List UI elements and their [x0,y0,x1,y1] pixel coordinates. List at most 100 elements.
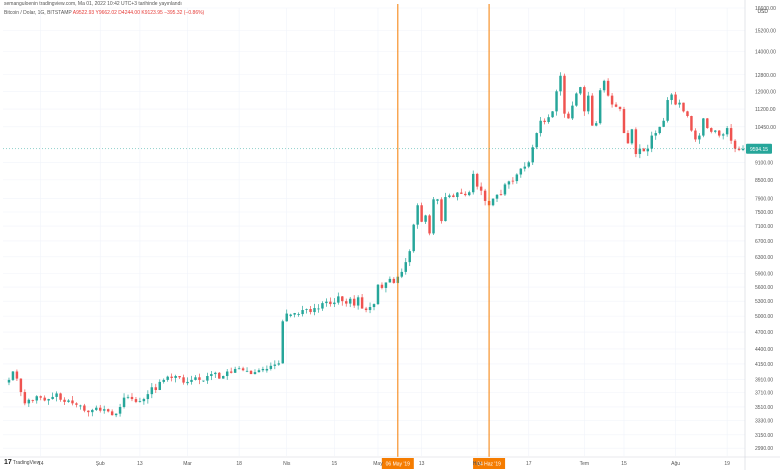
candle-body [170,376,173,378]
symbol-name: Bitcoin / Dolar, 1G, BITSTAMP [4,10,72,16]
candle-body [309,309,312,313]
x-tick-label: 18 [236,461,242,467]
candle-body [198,377,201,380]
candle-body [503,184,507,195]
candle-body [301,310,304,315]
candles [7,72,745,418]
y-tick-label: 6300.00 [755,255,773,261]
candle-body [479,186,483,191]
candle-body [614,104,618,107]
candle-body [206,376,209,381]
candle-body [277,363,281,365]
candle-body [507,181,511,185]
y-tick-label: 4400.00 [755,347,773,353]
candle-body [587,95,590,112]
candle-body [222,376,225,379]
candle-body [257,370,261,373]
candle-body [400,271,404,277]
candle-body [79,405,82,407]
candle-body [460,192,463,194]
candle-body [408,251,411,263]
date-markers: 06 May '19 04 Haz '19 [381,4,506,469]
candle-body [380,284,384,288]
candle-body [563,75,566,114]
y-tick-label: 10450.00 [755,125,776,131]
candle-body [261,368,265,371]
y-tick-label: 2990.00 [755,446,773,452]
y-tick-label: 3710.00 [755,391,773,397]
candle-body [654,133,657,136]
candle-body [690,116,693,131]
candle-body [392,278,396,283]
candle-body [110,411,114,416]
y-tick-label: 15200.00 [755,29,776,35]
x-tick-label: Tem [580,461,589,467]
ohlc-low: D4244.00 [118,10,140,16]
candle-body [202,380,205,382]
candle-body [384,282,388,288]
candle-body [146,394,150,400]
candle-body [591,95,594,126]
candle-body [424,215,427,222]
candle-body [511,180,515,182]
candle-body [368,307,372,311]
candle-body [483,190,487,201]
x-tick-label: Şub [96,461,105,467]
candle-body [225,371,229,377]
candle-body [436,199,439,201]
candle-body [567,113,570,119]
candle-body [47,399,50,401]
x-tick-label: 13 [137,461,143,467]
candle-body [130,396,134,400]
last-price-tag [746,143,772,154]
x-tick-label: May [373,461,383,467]
candle-body [495,194,499,199]
candle-body [428,215,431,234]
candle-body [464,193,467,196]
candle-body [31,399,35,401]
candle-body [289,314,292,316]
y-tick-label: 5300.00 [755,299,773,305]
candle-body [154,387,158,390]
candle-body [515,174,519,182]
candle-body [210,374,213,377]
candle-body [63,399,66,402]
candle-body [499,194,503,196]
candle-body [281,321,284,364]
candle-body [579,87,582,94]
candle-body [313,308,316,313]
candle-body [118,406,122,414]
y-tick-label: 4150.00 [755,362,773,368]
candle-body [404,262,407,272]
tradingview-logo: 17 TradingView [4,459,40,466]
candle-body [23,392,27,404]
grid-lines [3,7,745,456]
candle-body [162,379,165,382]
y-tick-label: 3910.00 [755,377,773,383]
candle-body [364,308,368,311]
y-tick-label: 4700.00 [755,330,773,336]
candle-body [741,148,745,150]
x-tick-label: Nis [283,461,291,467]
candle-body [519,168,523,175]
candle-body [83,405,86,411]
ohlc-close: K9123.95 [141,10,163,16]
candle-body [416,205,419,225]
last-price-label: 9594.15 [750,147,768,153]
candle-body [523,166,527,169]
candle-body [527,162,530,167]
date-marker-tag [473,458,506,469]
candle-body [317,308,320,310]
tradingview-mark-icon: 17 [4,459,12,466]
ohlc-open: A9522.93 [72,10,95,16]
candle-body [87,410,90,413]
candle-body [634,129,638,155]
candle-body [535,133,538,148]
candle-body [452,195,455,198]
candle-body [686,111,689,117]
candle-body [7,379,11,383]
y-tick-label: 3150.00 [755,433,773,439]
candle-body [420,205,423,222]
